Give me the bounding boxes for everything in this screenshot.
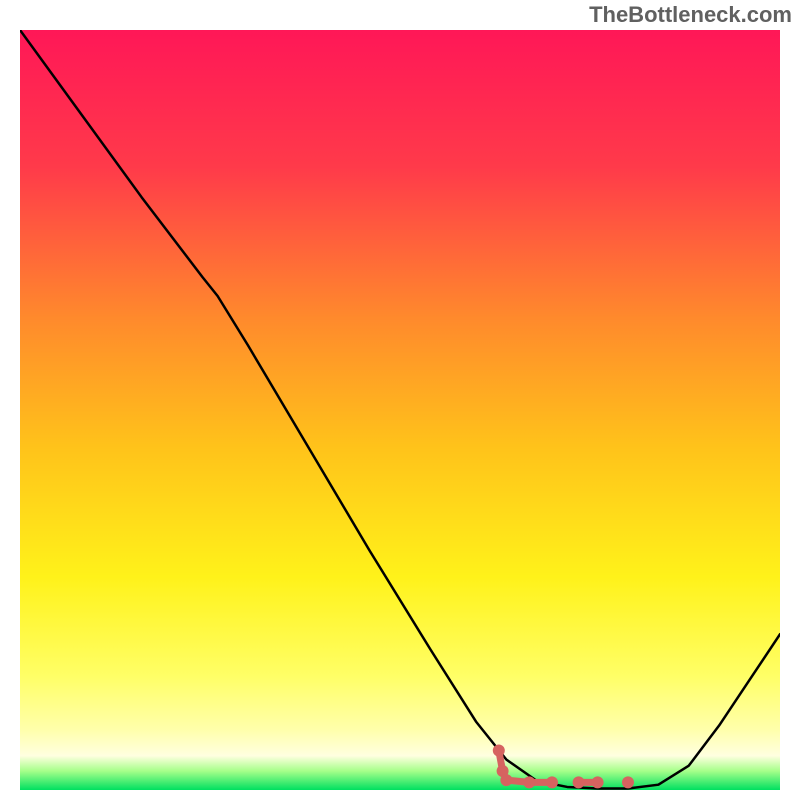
marker-dot [500, 774, 512, 786]
marker-dot [622, 776, 634, 788]
plot-svg [20, 30, 780, 790]
marker-dot [523, 776, 535, 788]
chart-container: TheBottleneck.com [0, 0, 800, 800]
plot-background [20, 30, 780, 790]
marker-dot [573, 776, 585, 788]
marker-dot [546, 776, 558, 788]
marker-dot [493, 744, 505, 756]
watermark-text: TheBottleneck.com [589, 2, 792, 28]
marker-dot [592, 776, 604, 788]
plot-area [20, 30, 780, 790]
